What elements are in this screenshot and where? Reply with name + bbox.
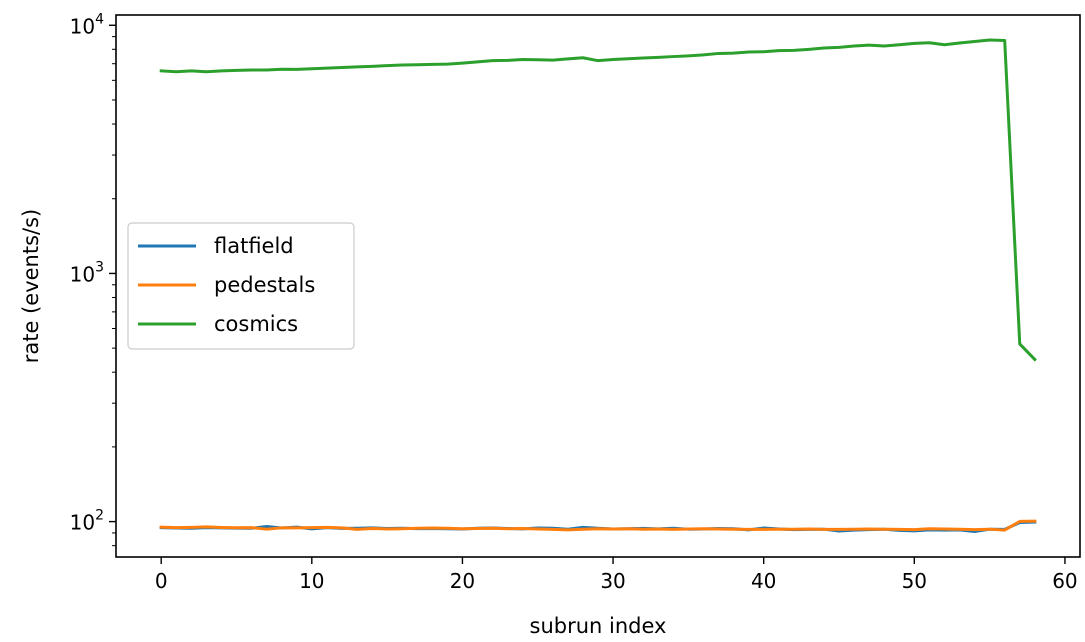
x-tick-label: 20 (450, 569, 475, 593)
legend-box (127, 222, 355, 350)
series-layer (159, 38, 1037, 534)
x-tick-label: 50 (902, 569, 927, 593)
x-tick-label: 30 (600, 569, 625, 593)
legend-label-pedestals: pedestals (214, 273, 315, 297)
legend-label-flatfield: flatfield (214, 234, 294, 258)
plot-frame (115, 14, 1081, 558)
y-tick-label: 103 (70, 259, 104, 286)
legend: flatfield pedestals cosmics (127, 222, 355, 350)
series-line-pedestals (159, 519, 1037, 532)
y-tick-label: 104 (70, 11, 104, 38)
y-axis-ticks: 102 103 104 (70, 11, 116, 547)
y-axis-label: rate (events/s) (19, 209, 43, 364)
x-axis-ticks: 0 10 20 30 40 50 60 (155, 557, 1078, 593)
legend-label-cosmics: cosmics (214, 312, 298, 336)
y-tick-label: 102 (70, 508, 104, 535)
x-tick-label: 10 (299, 569, 324, 593)
x-tick-label: 60 (1052, 569, 1077, 593)
x-axis-label: subrun index (530, 614, 667, 638)
series-line-cosmics (159, 38, 1037, 362)
x-tick-label: 40 (751, 569, 776, 593)
x-tick-label: 0 (155, 569, 168, 593)
